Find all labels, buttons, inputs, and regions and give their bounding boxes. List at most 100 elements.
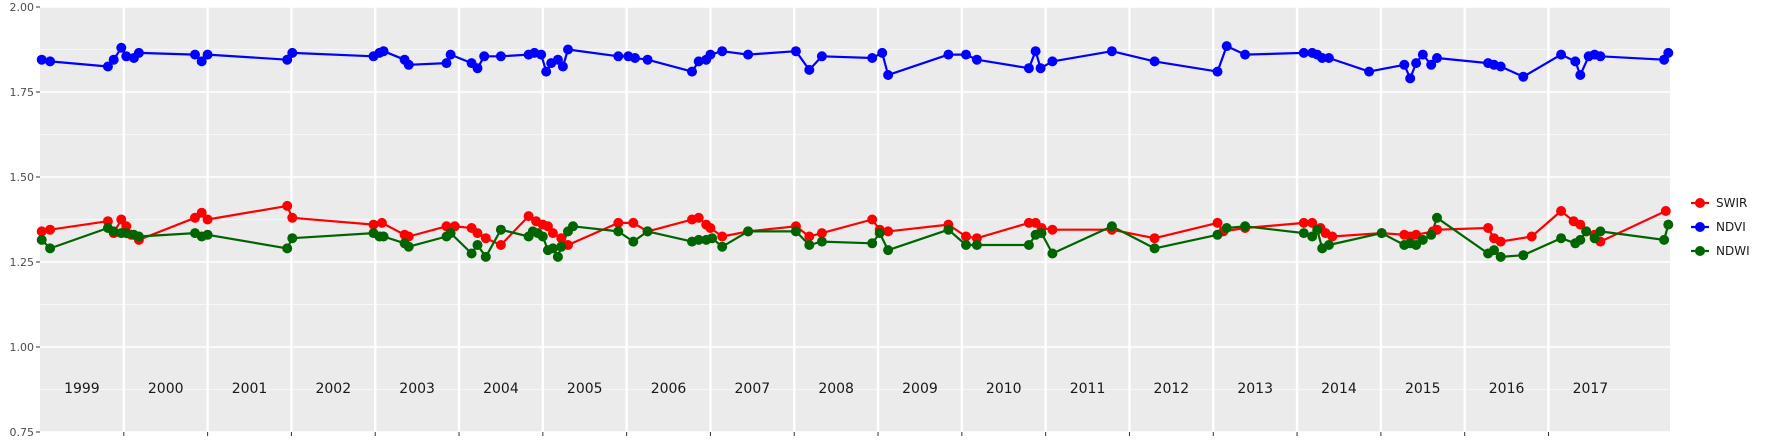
- data-point-ndvi: [563, 44, 573, 55]
- data-point-ndvi: [1298, 47, 1309, 58]
- data-point-swir: [1149, 233, 1160, 244]
- data-point-ndvi: [1405, 73, 1416, 84]
- data-point-ndvi: [1047, 56, 1058, 67]
- data-point-ndvi: [1023, 63, 1034, 74]
- data-point-ndwi: [1581, 226, 1592, 237]
- year-label: 2000: [148, 381, 184, 397]
- legend-key-point: [1695, 198, 1705, 208]
- data-point-ndvi: [687, 66, 697, 77]
- y-tick-label: 0.75: [10, 426, 35, 439]
- data-point-ndwi: [1240, 221, 1251, 232]
- data-point-ndwi: [202, 229, 213, 240]
- data-point-ndwi: [743, 226, 754, 237]
- year-label: 2014: [1321, 381, 1357, 397]
- data-point-ndvi: [102, 61, 113, 72]
- data-point-ndwi: [1426, 229, 1437, 240]
- data-point-swir: [1526, 231, 1537, 242]
- data-point-ndwi: [816, 236, 827, 247]
- data-point-ndwi: [961, 240, 971, 250]
- data-point-ndvi: [1556, 49, 1567, 60]
- y-tick-label: 1.00: [10, 341, 35, 354]
- data-point-ndwi: [1663, 219, 1674, 230]
- data-point-ndwi: [971, 240, 982, 250]
- data-point-ndwi: [445, 228, 456, 239]
- data-point-swir: [883, 226, 894, 237]
- year-label: 2015: [1405, 381, 1441, 397]
- data-point-ndwi: [1595, 226, 1606, 237]
- data-point-ndwi: [943, 224, 954, 235]
- data-point-swir: [282, 200, 293, 211]
- data-point-ndvi: [816, 51, 827, 62]
- year-label: 1999: [64, 381, 100, 397]
- data-point-swir: [202, 214, 213, 225]
- data-point-ndvi: [1106, 46, 1117, 57]
- data-point-swir: [556, 233, 567, 244]
- data-point-ndwi: [287, 233, 298, 244]
- data-point-ndvi: [1570, 56, 1581, 67]
- data-point-ndvi: [867, 53, 878, 63]
- data-point-ndvi: [1212, 66, 1223, 77]
- data-point-ndvi: [1364, 66, 1375, 77]
- data-point-ndvi: [705, 49, 716, 60]
- data-point-swir: [472, 228, 483, 239]
- data-point-swir: [961, 231, 971, 242]
- data-point-ndwi: [717, 241, 728, 252]
- data-point-ndwi: [1659, 234, 1670, 245]
- data-point-ndvi: [472, 63, 483, 74]
- data-point-ndvi: [743, 49, 754, 60]
- data-point-swir: [1495, 236, 1506, 247]
- data-point-ndvi: [971, 54, 982, 65]
- data-point-ndwi: [1556, 233, 1567, 244]
- data-point-ndwi: [1495, 251, 1506, 262]
- data-point-ndvi: [378, 46, 389, 57]
- data-point-swir: [1047, 224, 1058, 235]
- data-point-swir: [628, 217, 639, 228]
- year-label: 2012: [1154, 381, 1190, 397]
- data-point-ndvi: [1221, 41, 1232, 52]
- data-point-ndvi: [1595, 51, 1606, 62]
- legend-label-ndvi: NDVI: [1716, 220, 1746, 234]
- data-point-ndwi: [642, 226, 653, 237]
- data-point-swir: [804, 231, 815, 242]
- year-label: 2006: [651, 381, 687, 397]
- data-point-ndvi: [1030, 46, 1041, 57]
- data-point-ndwi: [568, 221, 578, 232]
- data-point-ndvi: [45, 56, 56, 67]
- data-point-swir: [816, 228, 827, 239]
- data-point-ndwi: [1023, 240, 1034, 250]
- y-tick-label: 1.25: [10, 256, 35, 269]
- data-point-ndwi: [495, 224, 506, 235]
- year-label: 2007: [735, 381, 771, 397]
- data-point-ndvi: [961, 49, 971, 60]
- data-point-ndvi: [282, 54, 293, 65]
- data-point-ndwi: [707, 233, 718, 244]
- data-point-ndvi: [1518, 71, 1529, 82]
- data-point-swir: [1483, 223, 1494, 233]
- data-point-ndwi: [1575, 234, 1586, 245]
- data-point-ndvi: [1495, 61, 1506, 72]
- year-label: 2013: [1237, 381, 1273, 397]
- data-point-swir: [45, 224, 56, 235]
- y-tick-label: 1.50: [10, 171, 35, 184]
- data-point-ndwi: [1298, 228, 1309, 239]
- x-axis: 1999 2000 2001 2002 2003 2004 2005 2006 2007 2008…: [64, 381, 1608, 436]
- data-point-ndvi: [613, 51, 624, 62]
- year-label: 2008: [818, 381, 854, 397]
- data-point-swir: [547, 228, 558, 239]
- data-point-swir: [196, 207, 207, 218]
- data-point-ndvi: [1323, 53, 1334, 63]
- data-point-ndwi: [874, 228, 885, 239]
- data-point-swir: [1660, 206, 1671, 216]
- data-point-swir: [1575, 219, 1586, 230]
- year-label: 2003: [399, 381, 435, 397]
- data-point-ndwi: [804, 240, 815, 250]
- data-point-ndvi: [1417, 49, 1428, 60]
- data-point-ndwi: [1212, 229, 1223, 240]
- data-point-ndvi: [108, 54, 119, 65]
- data-point-ndvi: [1149, 56, 1160, 67]
- data-point-swir: [705, 223, 716, 233]
- year-label: 2016: [1489, 381, 1525, 397]
- data-point-ndvi: [36, 54, 47, 65]
- data-point-ndvi: [1411, 58, 1422, 69]
- y-tick-label: 2.00: [10, 1, 35, 14]
